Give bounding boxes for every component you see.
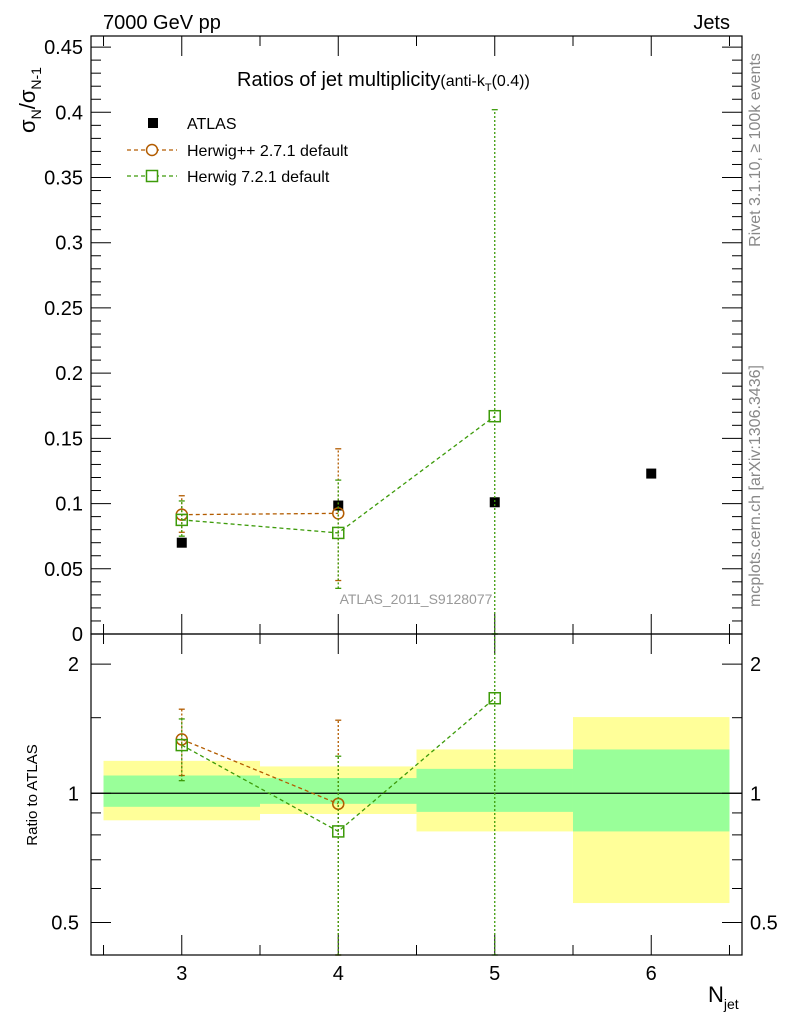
main-ytick-label: 0.25: [44, 298, 83, 320]
watermark: ATLAS_2011_S9128077: [340, 591, 493, 607]
herwig7-ratio-point: [488, 691, 501, 705]
y-label-sub-n: N: [28, 109, 44, 119]
ratio-ytick-label-right: 0.5: [750, 912, 778, 934]
chart-title-main: Ratios of jet multiplicity: [237, 69, 440, 91]
ratio-y-axis-label: Ratio to ATLAS: [24, 744, 41, 845]
herwig7-main-point: [175, 513, 189, 527]
main-ytick-label: 0.3: [55, 233, 83, 255]
ratio-frame: [90, 633, 743, 956]
x-axis-label: Njet: [708, 982, 739, 1012]
ratio-ytick-label-left: 1: [68, 783, 79, 805]
ratio-bands: [103, 717, 730, 904]
x-tick-label: 4: [333, 963, 344, 985]
x-label-main: N: [708, 982, 724, 1007]
legend-label-herwig7: Herwig 7.2.1 default: [187, 169, 330, 186]
atlas-data-point: [489, 497, 500, 508]
main-ytick-label: 0.1: [55, 494, 83, 516]
y-label-sigma: σ: [15, 119, 40, 133]
header-right: Jets: [693, 12, 730, 34]
atlas-data-point: [333, 500, 344, 511]
main-ytick-label: 0.15: [44, 428, 83, 450]
y-label-sub-n1: N-1: [28, 67, 44, 90]
x-tick-label: 5: [489, 963, 500, 985]
ratio-ytick-label-right: 1: [750, 783, 761, 805]
herwig7-main-line: [181, 415, 496, 534]
atlas-data-point: [646, 468, 657, 479]
x-tick-label: 6: [646, 963, 657, 985]
herwig-pp-main-line: [181, 512, 339, 516]
ratio-ytick-label-left: 0.5: [51, 912, 79, 934]
y-label-slash: /σ: [15, 89, 40, 109]
legend-marker-atlas: [148, 118, 158, 128]
herwig7-main-point: [488, 409, 501, 423]
ratio-ytick-label-left: 2: [68, 654, 79, 676]
ratio-band-inner: [572, 749, 730, 832]
main-ytick-label: 0.45: [44, 37, 83, 59]
main-series: [175, 109, 657, 635]
main-panel: 0 0.05 0.1 0.15 0.2 0.25 0.3 0.35 0.4 0.45 Ratios…: [15, 35, 743, 646]
mcplots-label: mcplots.cern.ch [arXiv:1306.3436]: [747, 365, 764, 607]
main-y-axis-label: σN/σN-1: [15, 67, 44, 133]
rivet-label: Rivet 3.1.10, ≥ 100k events: [747, 53, 764, 247]
main-ytick-label: 0.35: [44, 168, 83, 190]
herwig7-ratio-point: [175, 738, 189, 752]
herwig-pp-ratio-line: [181, 738, 339, 805]
legend: ATLAS Herwig++ 2.7.1 default Herwig 7.2.…: [127, 116, 349, 186]
main-ytick-label: 0.2: [55, 363, 83, 385]
ratio-panel: 0.5 0.5 1 1 2 2 3 4 5 6 Ratio to ATLAS Njet: [24, 633, 778, 1012]
chart-title-suffix-end: (0.4)): [492, 73, 530, 90]
chart-title: Ratios of jet multiplicity(anti-kT(0.4)): [237, 69, 530, 94]
legend-label-herwig-pp: Herwig++ 2.7.1 default: [187, 143, 349, 160]
chart-title-suffix: (anti-k: [440, 73, 485, 90]
main-ytick-label: 0.05: [44, 559, 83, 581]
main-ytick-label: 0.4: [55, 102, 83, 124]
x-tick-label: 3: [176, 963, 187, 985]
header-left: 7000 GeV pp: [103, 12, 221, 34]
ratio-ytick-label-right: 2: [750, 654, 761, 676]
main-axis-ticks: 0 0.05 0.1 0.15 0.2 0.25 0.3 0.35 0.4 0.45: [44, 36, 742, 646]
main-ytick-label: 0: [72, 624, 83, 646]
ratio-series: [175, 633, 501, 956]
chart-title-suffix-sub: T: [485, 82, 492, 94]
legend-marker-herwig-pp: [145, 143, 159, 157]
legend-marker-herwig7: [145, 169, 159, 183]
herwig7-main-point: [332, 526, 345, 540]
herwig7-ratio-line: [181, 697, 496, 833]
atlas-data-point: [176, 537, 187, 548]
x-label-sub: jet: [723, 996, 739, 1012]
legend-label-atlas: ATLAS: [187, 116, 237, 133]
herwig7-ratio-point: [332, 825, 345, 838]
